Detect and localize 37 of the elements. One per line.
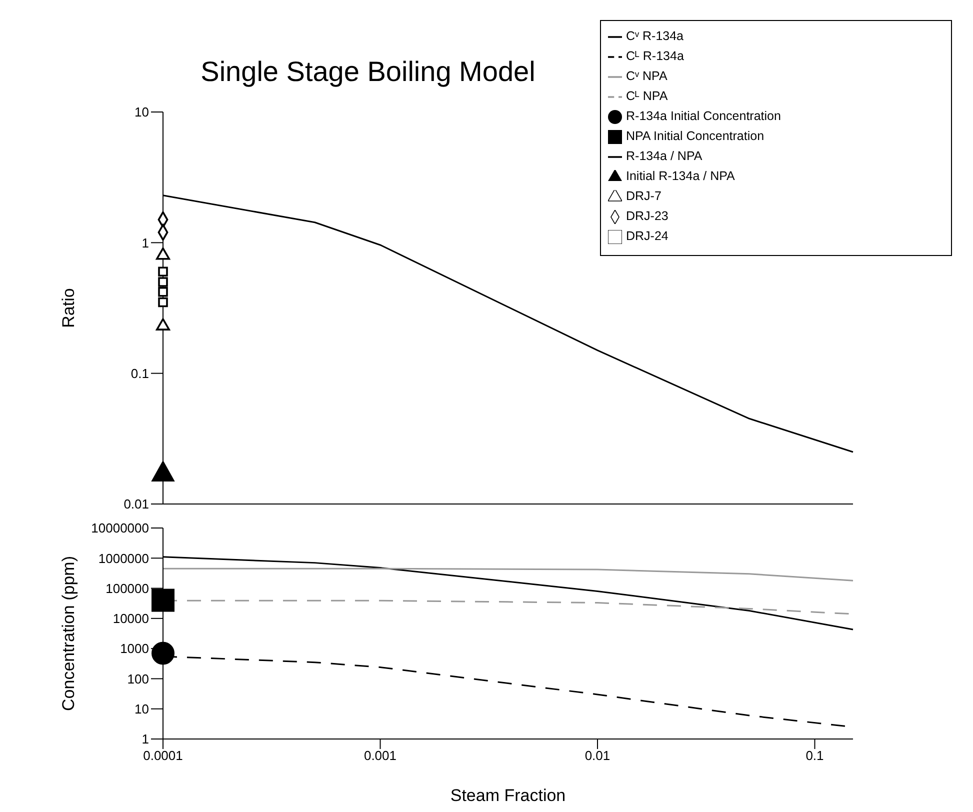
point [152, 460, 174, 482]
x-tick-label: 0.01 [584, 748, 610, 764]
y-tick-label: 0.1 [130, 366, 149, 381]
y-axis-title: Concentration (ppm) [59, 556, 78, 711]
legend-label: Cᴸ NPA [626, 89, 668, 103]
legend-label: Cᴸ R-134a [626, 49, 684, 63]
x-tick-label: 0.1 [806, 748, 824, 764]
point [158, 277, 168, 287]
legend-label: NPA Initial Concentration [626, 129, 764, 143]
y-tick-label: 10 [134, 701, 149, 716]
y-tick-label: 1000000 [98, 550, 149, 566]
point [158, 297, 168, 308]
x-tick-label: 0.001 [364, 748, 397, 764]
y-tick-label: 1 [142, 235, 149, 250]
point [158, 286, 168, 297]
legend-label: R-134a / NPA [626, 149, 702, 163]
chart-title: Single Stage Boiling Model [200, 56, 536, 88]
legend-label: DRJ-24 [626, 229, 668, 243]
y-tick-label: 100000 [106, 580, 149, 596]
legend-label: Cᵛ NPA [626, 69, 668, 83]
point [156, 318, 170, 330]
legend-label: DRJ-23 [626, 209, 668, 223]
point [158, 266, 168, 277]
y-axis-title: Ratio [59, 288, 78, 328]
y-tick-label: 1000 [120, 641, 149, 656]
x-axis-title: Steam Fraction [450, 786, 566, 805]
y-tick-label: 100 [127, 671, 149, 686]
legend-label: Cᵛ R-134a [626, 29, 684, 43]
y-tick-label: 0.01 [124, 496, 149, 512]
legend-label: DRJ-7 [626, 189, 662, 203]
y-tick-label: 10000000 [91, 520, 149, 536]
y-tick-label: 1 [142, 732, 149, 747]
y-tick-label: 10 [134, 104, 149, 120]
x-tick-label: 0.0001 [143, 748, 183, 764]
legend-label: R-134a Initial Concentration [626, 109, 781, 123]
y-tick-label: 10000 [112, 611, 149, 626]
legend-label: Initial R-134a / NPA [626, 169, 735, 183]
